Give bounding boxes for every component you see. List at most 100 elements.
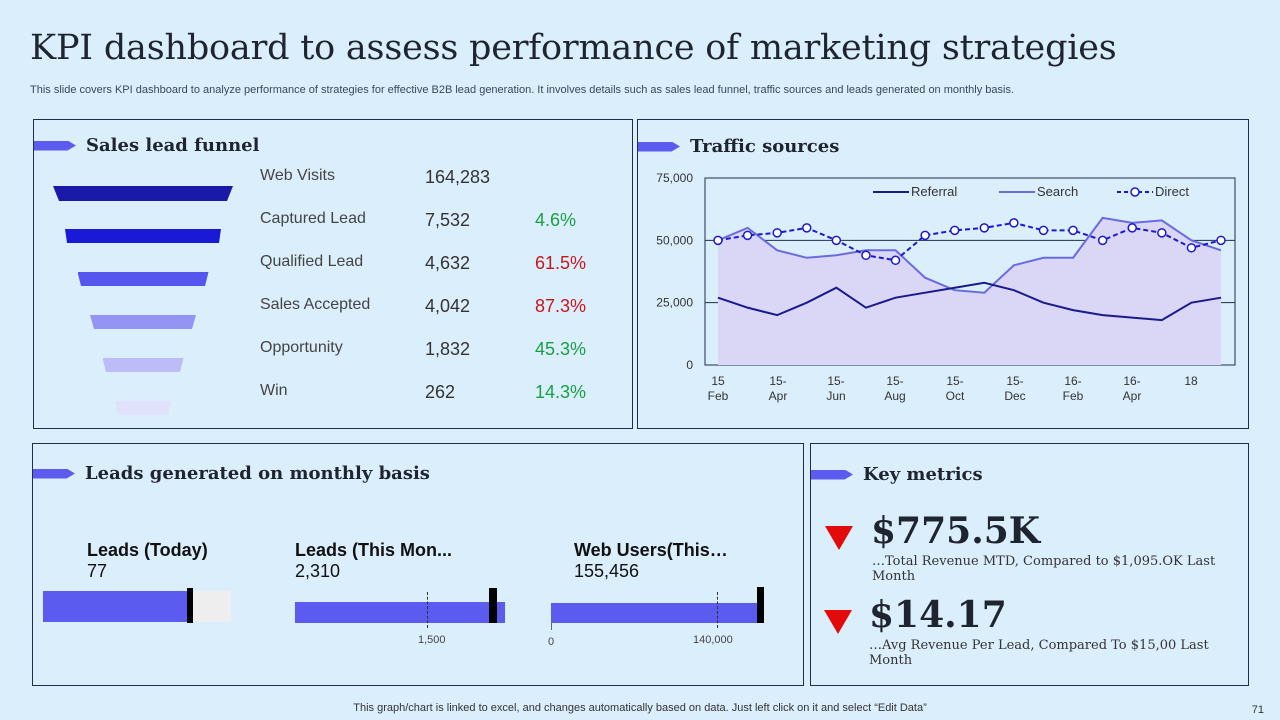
x-tick-label: 15-Dec xyxy=(1004,374,1025,403)
leads-month-bar xyxy=(295,602,505,623)
leads-month-target-marker xyxy=(489,588,497,623)
referral-line xyxy=(717,281,1222,322)
traffic-sources-panel: Traffic sources 75,000 50,000 25,000 0 15 Feb… xyxy=(637,119,1249,429)
direct-point xyxy=(861,250,871,261)
direct-point xyxy=(949,225,960,236)
x-tick-label: 15 Feb xyxy=(708,374,729,403)
sales-funnel-heading: Sales lead funnel xyxy=(86,135,260,156)
funnel-stage-label: Win xyxy=(260,382,288,399)
y-tick-label: 25,000 xyxy=(656,296,693,310)
web-users-tick-label: 140,000 xyxy=(693,634,733,646)
funnel-stage-label: Sales Accepted xyxy=(260,296,371,313)
total-revenue-desc: …Total Revenue MTD, Compared to $1,095.O… xyxy=(872,554,1216,584)
footer-note: This graph/chart is linked to excel, and… xyxy=(353,702,927,714)
direct-point xyxy=(1186,243,1197,253)
funnel-stage-conversion: 45.3% xyxy=(535,339,587,359)
page-subtitle: This slide covers KPI dashboard to analy… xyxy=(30,84,1015,96)
web-users-title: Web Users(This… xyxy=(574,540,728,560)
web-users-tick0-label: 0 xyxy=(548,636,555,648)
section-tag-icon xyxy=(638,141,680,152)
total-revenue-value: $775.5K xyxy=(871,510,1041,552)
leads-monthly-header: Leads generated on monthly basis xyxy=(33,463,430,484)
avg-revenue-value: $14.17 xyxy=(869,594,1007,636)
direct-point xyxy=(742,230,753,241)
x-tick-label: 15-Aug xyxy=(884,374,905,403)
web-users-tick xyxy=(717,592,718,628)
section-tag-icon xyxy=(33,468,75,479)
legend-marker xyxy=(1130,187,1140,197)
x-tick-label: 15-Apr xyxy=(769,374,788,403)
funnel-stage-value: 164,283 xyxy=(425,167,491,187)
direct-point xyxy=(979,223,990,233)
direct-point xyxy=(1009,218,1019,228)
page-title: KPI dashboard to assess performance of m… xyxy=(30,28,1117,68)
direct-point xyxy=(1216,235,1226,246)
direct-point xyxy=(831,235,842,246)
x-tick-label: 15-Oct xyxy=(946,374,965,403)
key-metrics-panel: Key metrics $775.5K …Total Revenue MTD, … xyxy=(810,443,1249,686)
funnel-segment xyxy=(77,272,209,286)
direct-point xyxy=(890,255,901,266)
avg-revenue-desc: …Avg Revenue Per Lead, Compared To $15,0… xyxy=(869,638,1209,668)
funnel-stage-value: 262 xyxy=(425,382,456,402)
web-users-target-marker xyxy=(757,587,764,623)
section-tag-icon xyxy=(811,469,853,480)
y-tick-label: 0 xyxy=(686,358,693,372)
legend-label: Referral xyxy=(911,184,957,199)
x-tick-label: 18 xyxy=(1184,374,1198,388)
direct-point xyxy=(920,230,930,241)
trend-down-icon xyxy=(825,526,853,550)
web-users-bar xyxy=(551,603,759,623)
leads-month-value: 2,310 xyxy=(295,561,341,581)
web-users-value: 155,456 xyxy=(574,561,640,581)
leads-monthly-panel: Leads generated on monthly basis Leads (… xyxy=(32,443,804,686)
leads-today-target-marker xyxy=(187,588,193,623)
leads-today-title: Leads (Today) xyxy=(87,540,208,560)
x-tick-label: 15-Jun xyxy=(826,374,845,403)
funnel-stage-conversion: 14.3% xyxy=(535,382,587,402)
leads-month-tick-label: 1,500 xyxy=(418,634,446,646)
funnel-segment xyxy=(65,229,221,243)
leads-month-title: Leads (This Mon... xyxy=(295,540,453,560)
key-metrics-heading: Key metrics xyxy=(863,464,983,485)
leads-month-tick xyxy=(427,592,428,628)
direct-point xyxy=(713,235,723,246)
search-line xyxy=(717,216,1222,294)
funnel-stage-label: Opportunity xyxy=(260,339,343,356)
direct-line xyxy=(717,221,1222,262)
trend-down-icon xyxy=(824,610,852,634)
funnel-segment xyxy=(90,315,196,329)
funnel-segment xyxy=(102,358,184,372)
funnel-stage-conversion: 4.6% xyxy=(535,210,577,230)
traffic-sources-chart: 75,000 50,000 25,000 0 15 Feb 15-Apr 15-Jun 15-A… xyxy=(656,171,1236,403)
traffic-sources-header: Traffic sources xyxy=(638,136,839,157)
leads-today-bar xyxy=(43,591,193,622)
direct-point xyxy=(1097,235,1108,246)
y-tick-label: 50,000 xyxy=(656,233,693,247)
section-tag-icon xyxy=(34,140,76,151)
funnel-stage-label: Qualified Lead xyxy=(260,253,364,270)
key-metrics-header: Key metrics xyxy=(811,464,983,485)
funnel-stage-conversion: 87.3% xyxy=(535,296,587,316)
leads-today-value: 77 xyxy=(87,561,108,581)
funnel-stage-value: 4,042 xyxy=(425,296,471,316)
direct-point xyxy=(1157,228,1167,238)
sales-funnel-panel: Sales lead funnel Web Visits 164,283 Captu… xyxy=(33,119,633,429)
traffic-sources-heading: Traffic sources xyxy=(690,136,840,157)
direct-point xyxy=(1127,223,1137,233)
funnel-segment xyxy=(53,186,233,201)
legend-label: Direct xyxy=(1155,184,1189,199)
funnel-stage-value: 7,532 xyxy=(425,210,471,230)
leads-monthly-heading: Leads generated on monthly basis xyxy=(85,463,430,484)
y-tick-label: 75,000 xyxy=(656,171,693,185)
funnel-stage-conversion: 61.5% xyxy=(535,253,587,273)
direct-point xyxy=(1038,225,1049,236)
direct-point xyxy=(772,228,782,238)
direct-point xyxy=(1068,225,1078,236)
sales-funnel-header: Sales lead funnel xyxy=(34,135,259,156)
direct-point xyxy=(802,223,812,233)
funnel-segment xyxy=(115,401,171,415)
web-users-axis-start xyxy=(551,622,552,630)
x-tick-label: 16-Feb xyxy=(1063,374,1084,403)
funnel-stage-value: 1,832 xyxy=(425,339,471,359)
